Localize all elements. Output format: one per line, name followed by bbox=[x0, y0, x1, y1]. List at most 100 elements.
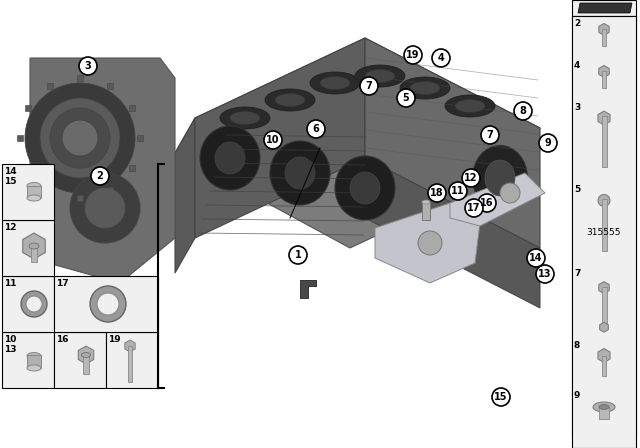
Text: 8: 8 bbox=[574, 341, 580, 350]
Bar bbox=[599, 407, 609, 419]
Ellipse shape bbox=[270, 141, 330, 205]
Bar bbox=[572, 338, 636, 388]
Circle shape bbox=[536, 265, 554, 283]
Ellipse shape bbox=[320, 77, 350, 90]
Bar bbox=[129, 105, 135, 111]
Text: 11: 11 bbox=[451, 186, 465, 196]
Ellipse shape bbox=[455, 99, 485, 112]
Circle shape bbox=[397, 89, 415, 107]
Text: 17: 17 bbox=[56, 279, 68, 288]
Text: 5: 5 bbox=[403, 93, 410, 103]
Bar bbox=[107, 83, 113, 89]
Bar bbox=[602, 71, 606, 88]
Ellipse shape bbox=[335, 156, 395, 220]
Bar bbox=[77, 195, 83, 201]
Text: 4: 4 bbox=[438, 53, 444, 63]
Polygon shape bbox=[365, 158, 540, 308]
Circle shape bbox=[70, 173, 140, 243]
Ellipse shape bbox=[81, 353, 90, 358]
Ellipse shape bbox=[265, 89, 315, 111]
Text: 7: 7 bbox=[486, 130, 493, 140]
Ellipse shape bbox=[27, 195, 41, 201]
Circle shape bbox=[307, 120, 325, 138]
Circle shape bbox=[26, 296, 42, 312]
Text: 7: 7 bbox=[574, 269, 580, 278]
Polygon shape bbox=[365, 38, 540, 248]
Polygon shape bbox=[175, 38, 540, 248]
Bar bbox=[17, 135, 23, 141]
Text: 9: 9 bbox=[545, 138, 552, 148]
Bar bbox=[77, 75, 83, 81]
Bar bbox=[572, 182, 636, 266]
Circle shape bbox=[289, 246, 307, 264]
Circle shape bbox=[418, 231, 442, 255]
Circle shape bbox=[598, 194, 610, 207]
Circle shape bbox=[360, 77, 378, 95]
Ellipse shape bbox=[285, 157, 315, 189]
Bar bbox=[47, 187, 53, 193]
Ellipse shape bbox=[27, 353, 41, 359]
Text: 1: 1 bbox=[294, 250, 301, 260]
Bar bbox=[572, 0, 636, 16]
Bar bbox=[422, 202, 430, 220]
Bar bbox=[83, 355, 89, 374]
Ellipse shape bbox=[350, 172, 380, 204]
Circle shape bbox=[25, 83, 135, 193]
Bar bbox=[137, 135, 143, 141]
Text: 6: 6 bbox=[312, 124, 319, 134]
Polygon shape bbox=[375, 203, 480, 283]
Text: 17: 17 bbox=[467, 203, 481, 213]
Bar bbox=[572, 16, 636, 58]
Ellipse shape bbox=[220, 107, 270, 129]
Ellipse shape bbox=[310, 72, 360, 94]
Circle shape bbox=[85, 188, 125, 228]
Bar bbox=[572, 266, 636, 338]
Circle shape bbox=[91, 167, 109, 185]
Text: 2: 2 bbox=[97, 171, 104, 181]
Text: 16: 16 bbox=[480, 198, 493, 208]
Ellipse shape bbox=[215, 142, 245, 174]
Bar bbox=[129, 165, 135, 171]
Text: 18: 18 bbox=[430, 188, 444, 198]
Polygon shape bbox=[578, 3, 632, 13]
Text: 14: 14 bbox=[529, 253, 543, 263]
Bar bbox=[106, 332, 158, 388]
Bar bbox=[2, 164, 54, 220]
Text: 4: 4 bbox=[574, 61, 580, 70]
Text: 7: 7 bbox=[365, 81, 372, 91]
Ellipse shape bbox=[485, 160, 515, 196]
Text: 16: 16 bbox=[56, 335, 68, 344]
Text: 8: 8 bbox=[520, 106, 527, 116]
Bar bbox=[572, 100, 636, 182]
Text: 14
15: 14 15 bbox=[4, 167, 17, 186]
Circle shape bbox=[264, 131, 282, 149]
Ellipse shape bbox=[230, 112, 260, 125]
Polygon shape bbox=[450, 173, 545, 226]
Ellipse shape bbox=[27, 182, 41, 190]
Ellipse shape bbox=[472, 146, 527, 211]
Bar bbox=[2, 276, 54, 332]
Bar bbox=[54, 332, 106, 388]
Circle shape bbox=[50, 108, 110, 168]
Polygon shape bbox=[175, 118, 195, 273]
Ellipse shape bbox=[445, 95, 495, 117]
Text: 3: 3 bbox=[574, 103, 580, 112]
Text: 11: 11 bbox=[4, 279, 17, 288]
Text: 19: 19 bbox=[108, 335, 120, 344]
Bar bbox=[31, 248, 37, 262]
Bar bbox=[572, 16, 636, 448]
Bar bbox=[602, 199, 607, 251]
Ellipse shape bbox=[27, 365, 41, 371]
Circle shape bbox=[462, 169, 480, 187]
Circle shape bbox=[40, 98, 120, 178]
Circle shape bbox=[465, 199, 483, 217]
Bar bbox=[25, 165, 31, 171]
Ellipse shape bbox=[355, 65, 405, 87]
Text: 10
13: 10 13 bbox=[4, 335, 17, 354]
Bar bbox=[27, 355, 41, 368]
Circle shape bbox=[428, 184, 446, 202]
Ellipse shape bbox=[29, 243, 39, 249]
Circle shape bbox=[539, 134, 557, 152]
Ellipse shape bbox=[599, 405, 609, 409]
Bar bbox=[572, 58, 636, 100]
